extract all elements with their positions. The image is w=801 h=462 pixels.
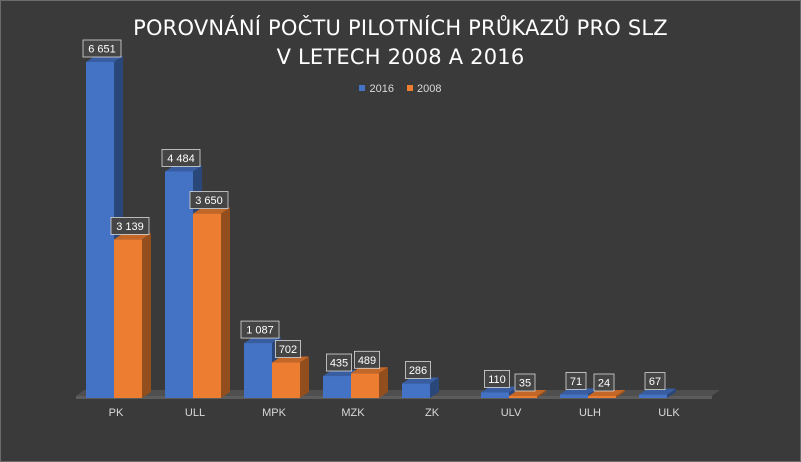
bar-side-ulv-2008 bbox=[537, 390, 546, 398]
bar-top-ulh-2016 bbox=[560, 388, 597, 395]
data-label-zk-2016: 286 bbox=[409, 365, 427, 377]
bar-mzk-2016 bbox=[323, 376, 351, 398]
bar-ulh-2016 bbox=[560, 394, 588, 398]
data-label-pk-2016: 6 651 bbox=[88, 44, 116, 56]
data-label-mpk-2008: 702 bbox=[279, 344, 297, 356]
data-label-pk-2008: 3 139 bbox=[116, 221, 144, 233]
bar-ulv-2008 bbox=[509, 396, 537, 398]
data-label-box-ulk-2016 bbox=[644, 372, 666, 391]
data-label-box-ulv-2008 bbox=[514, 373, 536, 392]
chart-floor-edge bbox=[76, 396, 712, 399]
bar-ulk-2016 bbox=[639, 394, 667, 398]
bar-side-ull-2008 bbox=[221, 207, 230, 398]
bar-top-mpk-2016 bbox=[244, 337, 281, 344]
bar-side-ulh-2008 bbox=[616, 390, 625, 398]
data-label-box-ulh-2016 bbox=[565, 372, 587, 390]
chart-title-line1: POROVNÁNÍ POČTU PILOTNÍCH PRŮKAZŮ PRO SL… bbox=[133, 16, 668, 40]
data-label-mpk-2016: 1 087 bbox=[246, 325, 274, 337]
data-label-ulh-2008: 24 bbox=[598, 378, 610, 390]
bar-ulv-2016 bbox=[481, 392, 509, 398]
data-label-box-mpk-2008 bbox=[274, 340, 301, 358]
bar-mzk-2008 bbox=[351, 373, 379, 398]
bar-side-pk-2008 bbox=[142, 233, 151, 398]
bar-side-mpk-2008 bbox=[300, 356, 309, 398]
bar-top-ulk-2016 bbox=[639, 388, 676, 395]
legend-label-2016: 2016 bbox=[369, 83, 394, 95]
bar-top-mzk-2008 bbox=[351, 367, 388, 374]
x-tick-label-zk: ZK bbox=[425, 407, 440, 419]
chart-legend: 2016 2008 bbox=[0, 83, 801, 95]
x-tick-label-pk: PK bbox=[109, 407, 124, 419]
x-tick-label-mzk: MZK bbox=[341, 407, 365, 419]
data-label-box-mpk-2016 bbox=[240, 320, 280, 339]
data-label-mzk-2008: 489 bbox=[358, 355, 376, 367]
data-label-mzk-2016: 435 bbox=[330, 358, 348, 370]
data-label-box-pk-2016 bbox=[82, 39, 122, 58]
bar-pk-2016 bbox=[86, 62, 114, 398]
data-label-box-mzk-2016 bbox=[325, 353, 352, 372]
bar-side-mzk-2008 bbox=[379, 367, 388, 398]
data-label-ull-2008: 3 650 bbox=[195, 195, 223, 207]
data-label-ulv-2008: 35 bbox=[519, 378, 531, 390]
legend-label-2008: 2008 bbox=[417, 83, 442, 95]
x-tick-label-mpk: MPK bbox=[262, 407, 287, 419]
bar-top-mzk-2016 bbox=[323, 370, 360, 377]
x-tick-label-ulh: ULH bbox=[579, 407, 601, 419]
bar-top-zk-2016 bbox=[402, 377, 439, 384]
bar-top-ulv-2016 bbox=[481, 386, 518, 393]
bar-side-zk-2016 bbox=[430, 377, 439, 398]
data-label-box-ull-2016 bbox=[161, 149, 201, 167]
bar-ulh-2008 bbox=[588, 396, 616, 398]
bar-zk-2016 bbox=[402, 383, 430, 398]
x-tick-label-ull: ULL bbox=[185, 407, 205, 419]
data-label-ulh-2016: 71 bbox=[570, 376, 582, 388]
data-label-box-ulv-2016 bbox=[483, 370, 510, 388]
legend-item-2008: 2008 bbox=[407, 83, 442, 95]
legend-swatch-2016 bbox=[359, 85, 366, 91]
chart-floor bbox=[76, 390, 720, 396]
data-label-box-ulh-2008 bbox=[593, 373, 615, 392]
bar-pk-2008 bbox=[114, 239, 142, 398]
bar-top-pk-2016 bbox=[86, 56, 123, 62]
data-label-box-mzk-2008 bbox=[353, 350, 380, 369]
x-tick-label-ulv: ULV bbox=[501, 407, 522, 419]
bar-ull-2016 bbox=[165, 171, 193, 398]
data-label-box-ull-2008 bbox=[189, 191, 229, 210]
x-tick-label-ulk: ULK bbox=[658, 407, 680, 419]
bar-top-ull-2008 bbox=[193, 207, 230, 214]
bar-mpk-2008 bbox=[272, 362, 300, 398]
bar-side-ulk-2016 bbox=[667, 388, 676, 398]
bar-ull-2008 bbox=[193, 213, 221, 398]
data-label-box-zk-2016 bbox=[404, 361, 431, 379]
bar-mpk-2016 bbox=[244, 343, 272, 398]
bar-top-ull-2016 bbox=[165, 165, 202, 172]
legend-item-2016: 2016 bbox=[359, 83, 394, 95]
chart-title-line2: V LETECH 2008 A 2016 bbox=[276, 45, 525, 69]
bar-top-pk-2008 bbox=[114, 233, 151, 240]
data-label-ull-2016: 4 484 bbox=[167, 153, 195, 165]
bar-top-ulh-2008 bbox=[588, 390, 625, 396]
bar-top-ulv-2008 bbox=[509, 390, 546, 396]
legend-swatch-2008 bbox=[407, 85, 414, 91]
data-label-ulv-2016: 110 bbox=[488, 374, 506, 386]
bar-top-mpk-2008 bbox=[272, 356, 309, 363]
data-label-ulk-2016: 67 bbox=[649, 376, 661, 388]
data-label-box-pk-2008 bbox=[110, 217, 150, 235]
